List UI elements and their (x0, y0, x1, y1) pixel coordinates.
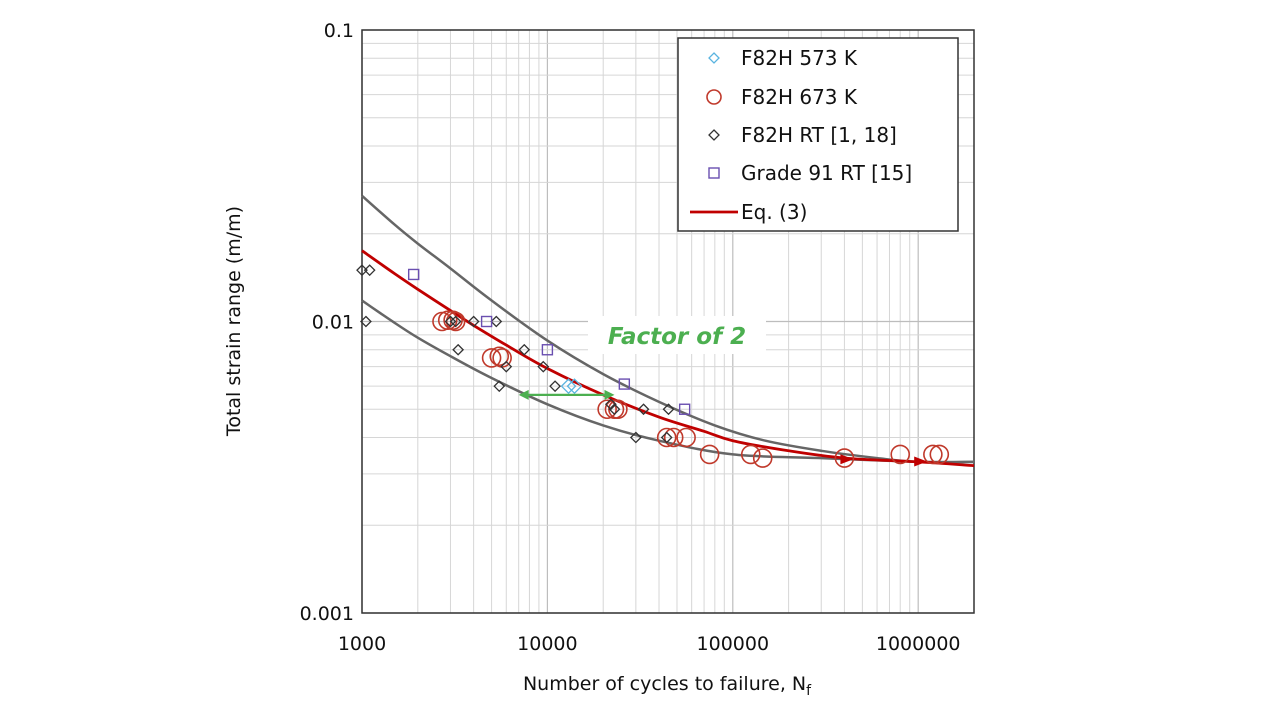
y-tick-labels: 0.001 0.01 0.1 (300, 20, 354, 625)
legend-label: F82H 573 K (741, 46, 858, 70)
data-point (678, 403, 691, 415)
y-axis-title: Total strain range (m/m) (223, 206, 245, 437)
data-point (356, 264, 368, 277)
data-point (480, 315, 493, 328)
data-point (489, 346, 510, 367)
annotation-arrowhead-right (604, 389, 615, 400)
legend-label: F82H RT [1, 18] (741, 123, 897, 147)
legend: F82H 573 K F82H 673 K F82H RT [1, 18] Grade… (677, 37, 959, 232)
annotation-label: Factor of 2 (608, 324, 746, 350)
data-point (518, 343, 531, 356)
data-point (449, 315, 462, 328)
x-tick-label: 1000 (338, 633, 386, 655)
legend-label: Eq. (3) (741, 200, 807, 224)
y-tick-label: 0.001 (300, 603, 354, 625)
legend-swatch (708, 167, 720, 179)
y-tick-label: 0.01 (312, 312, 354, 334)
data-point (923, 444, 943, 465)
data-point (740, 444, 761, 465)
data-point (604, 398, 617, 411)
annotation: Factor of 2 (518, 316, 766, 400)
data-point (537, 360, 550, 373)
upper-bound-curve (361, 194, 975, 464)
legend-label: F82H 673 K (741, 85, 858, 109)
data-point (566, 378, 583, 395)
legend-swatch (706, 89, 722, 105)
data-point (490, 315, 503, 328)
annotation-arrow (518, 389, 615, 400)
data-point (481, 348, 502, 368)
eq-arrowhead (840, 454, 854, 465)
x-tick-label: 10000 (517, 633, 577, 655)
data-point (549, 380, 561, 393)
data-point (608, 403, 621, 416)
annotation-background (588, 316, 766, 354)
x-tick-label: 100000 (697, 633, 770, 655)
data-point (656, 427, 677, 448)
y-tick-label: 0.1 (324, 20, 354, 42)
data-point (597, 399, 617, 420)
x-axis-title: Number of cycles to failure, Nf (523, 673, 812, 699)
data-point (500, 360, 513, 373)
data-point (443, 310, 463, 331)
data-point (752, 448, 773, 468)
plot-area-frame (361, 29, 975, 614)
data-point (637, 403, 650, 416)
x-tick-labels: 1000 10000 100000 1000000 (338, 633, 961, 655)
data-point (407, 268, 420, 281)
data-point (834, 448, 855, 468)
data-point (676, 427, 696, 448)
data-point (541, 344, 554, 356)
data-point (629, 431, 642, 444)
legend-swatch (708, 52, 720, 64)
data-point (662, 403, 675, 416)
x-axis-title-subscript: f (806, 683, 812, 699)
data-point (660, 431, 673, 444)
data-point (360, 315, 372, 328)
data-point (444, 315, 457, 328)
data-point (467, 315, 480, 328)
data-point (618, 378, 631, 390)
annotation-arrowhead-left (518, 389, 529, 400)
data-point (363, 264, 376, 277)
legend-swatch (708, 129, 720, 141)
legend-box (677, 37, 959, 232)
data-point (445, 311, 466, 332)
data-point (699, 444, 720, 465)
data-point (663, 427, 684, 448)
data-point (437, 310, 458, 331)
data-point (890, 444, 911, 465)
legend-label: Grade 91 RT [15] (741, 161, 912, 185)
data-point (560, 378, 577, 395)
x-axis-title-main: Number of cycles to failure, N (523, 673, 806, 695)
eq-arrowhead (914, 456, 928, 467)
data-points (356, 264, 950, 468)
data-point (929, 444, 950, 465)
legend-items: F82H 573 K F82H 673 K F82H RT [1, 18] Grade… (690, 46, 912, 224)
data-point (452, 343, 465, 356)
data-point (493, 380, 506, 393)
x-tick-label: 1000000 (876, 633, 961, 655)
